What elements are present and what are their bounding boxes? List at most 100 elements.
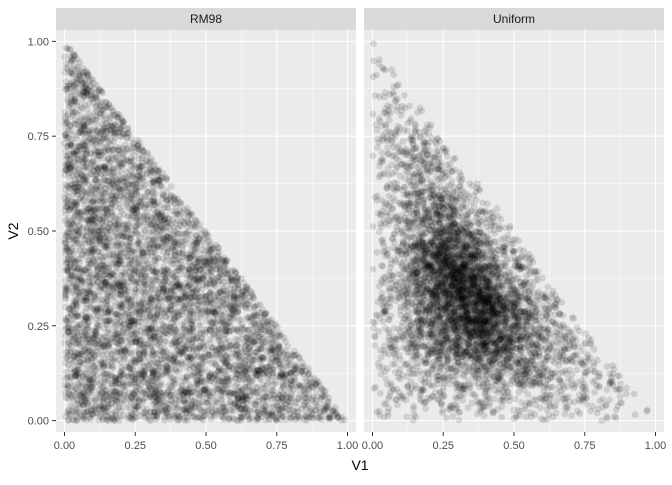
data-point <box>133 384 140 391</box>
data-point <box>174 340 181 347</box>
data-point <box>63 130 70 137</box>
data-point <box>68 328 75 335</box>
data-point <box>84 364 91 371</box>
data-point <box>169 287 176 294</box>
data-point <box>83 163 90 170</box>
data-point <box>194 400 201 407</box>
data-point <box>218 387 225 394</box>
data-point <box>62 360 69 367</box>
data-point <box>86 196 93 203</box>
data-point <box>96 238 103 245</box>
data-point <box>86 348 93 355</box>
data-point <box>244 314 251 321</box>
data-point <box>81 247 88 254</box>
data-point <box>216 259 223 266</box>
data-point <box>175 267 182 274</box>
data-point <box>253 389 260 396</box>
data-point <box>105 339 112 346</box>
data-point <box>120 242 127 249</box>
data-point <box>292 399 299 406</box>
data-point <box>206 255 213 262</box>
data-point <box>278 364 285 371</box>
data-point <box>169 216 176 223</box>
data-point <box>168 260 175 267</box>
data-point <box>69 65 76 72</box>
data-point <box>135 142 142 149</box>
data-point <box>215 273 222 280</box>
data-point <box>119 330 126 337</box>
data-point <box>165 295 172 302</box>
data-point <box>273 417 280 424</box>
data-point <box>270 382 277 389</box>
data-point <box>134 237 141 244</box>
data-point <box>283 355 290 362</box>
data-point <box>111 121 118 128</box>
data-point <box>100 198 107 205</box>
data-point <box>147 236 154 243</box>
data-point <box>201 300 208 307</box>
data-point <box>131 272 138 279</box>
data-point <box>126 389 133 396</box>
data-point <box>122 265 129 272</box>
data-point <box>94 274 101 281</box>
data-point <box>218 378 225 385</box>
data-point <box>132 376 139 383</box>
data-point <box>100 390 107 397</box>
data-point <box>64 318 71 325</box>
data-point <box>171 194 178 201</box>
data-point <box>85 288 92 295</box>
data-point <box>307 408 314 415</box>
data-point <box>134 261 141 268</box>
data-point <box>108 357 115 364</box>
data-point <box>264 375 271 382</box>
data-point <box>124 221 131 228</box>
data-point <box>249 290 256 297</box>
data-point <box>327 415 334 422</box>
data-point <box>73 135 80 142</box>
data-point <box>134 173 141 180</box>
data-point <box>106 140 113 147</box>
data-point <box>83 216 90 223</box>
data-point <box>92 329 99 336</box>
data-point <box>180 392 187 399</box>
data-point <box>165 412 172 419</box>
data-point <box>165 331 172 338</box>
data-point <box>247 348 254 355</box>
data-point <box>191 413 198 420</box>
data-point <box>62 69 69 76</box>
data-point <box>105 297 112 304</box>
data-point <box>219 413 226 420</box>
data-point <box>199 247 206 254</box>
data-point <box>105 235 112 242</box>
data-point <box>95 134 102 141</box>
data-point <box>63 286 70 293</box>
data-point <box>200 359 207 366</box>
facet-strip-label-0: RM98 <box>190 12 222 26</box>
data-point <box>62 390 69 397</box>
data-point <box>208 262 215 269</box>
data-point <box>163 198 170 205</box>
data-point <box>180 331 187 338</box>
data-point <box>172 327 179 334</box>
data-point <box>218 325 225 332</box>
data-point <box>224 282 231 289</box>
data-point <box>208 412 215 419</box>
data-point <box>85 93 92 100</box>
data-point <box>154 305 161 312</box>
data-point <box>103 417 110 424</box>
data-point <box>113 377 120 384</box>
data-point <box>67 141 74 148</box>
data-point <box>64 119 71 126</box>
data-point <box>72 204 79 211</box>
data-point <box>112 332 119 339</box>
data-point <box>168 366 175 373</box>
data-point <box>90 335 97 342</box>
data-point <box>87 204 94 211</box>
data-point <box>159 389 166 396</box>
data-point <box>304 398 311 405</box>
data-point <box>154 311 161 318</box>
data-point <box>115 186 122 193</box>
data-point <box>246 416 253 423</box>
data-point <box>221 405 228 412</box>
